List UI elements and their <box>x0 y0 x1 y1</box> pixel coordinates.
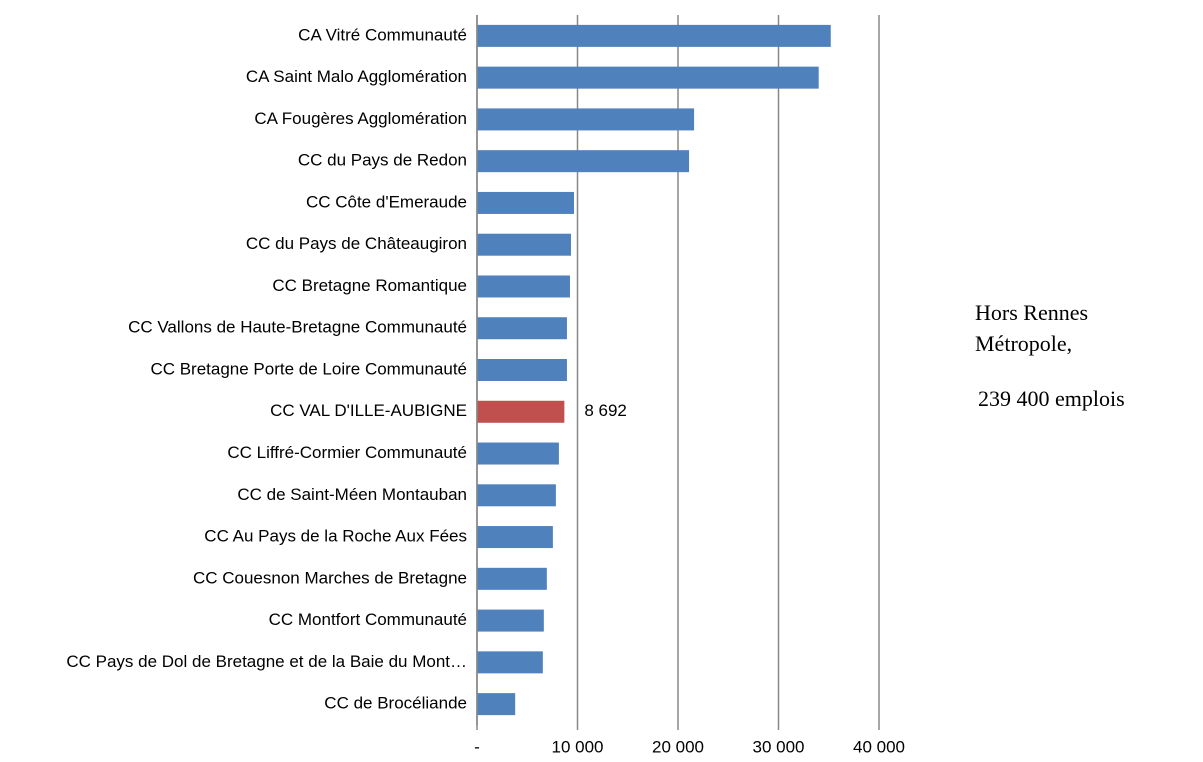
y-tick-label: CC Côte d'Emeraude <box>306 192 467 211</box>
y-tick-label: CC VAL D'ILLE-AUBIGNE <box>270 401 467 420</box>
y-tick-label: CC Pays de Dol de Bretagne et de la Baie… <box>66 652 467 671</box>
bar <box>477 693 516 716</box>
annotation: Hors Rennes <box>975 300 1088 325</box>
y-tick-label: CC Couesnon Marches de Bretagne <box>193 568 467 587</box>
bar <box>477 484 556 507</box>
x-tick-label: 20 000 <box>652 737 704 756</box>
bar <box>477 275 570 298</box>
bar <box>477 359 567 381</box>
x-tick-label: 40 000 <box>853 737 905 756</box>
y-tick-label: CC Au Pays de la Roche Aux Fées <box>204 527 467 546</box>
y-tick-label: CC Vallons de Haute-Bretagne Communauté <box>128 318 467 337</box>
y-tick-label: CA Fougères Agglomération <box>254 109 467 128</box>
bar <box>477 526 553 549</box>
annotation: Métropole, <box>975 331 1072 356</box>
x-tick-label: - <box>474 737 480 756</box>
y-tick-label: CC de Saint-Méen Montauban <box>237 485 467 504</box>
y-tick-label: CC Bretagne Romantique <box>272 276 467 295</box>
y-tick-label: CC Montfort Communauté <box>269 610 467 629</box>
data-label: 8 692 <box>584 401 627 420</box>
bar <box>477 191 574 214</box>
y-tick-label: CC de Brocéliande <box>324 694 467 713</box>
bar <box>477 442 559 465</box>
bar <box>477 609 544 632</box>
annotation: 239 400 emplois <box>978 386 1125 411</box>
bar <box>477 108 695 131</box>
bar <box>477 400 565 423</box>
bar <box>477 651 543 674</box>
bar <box>477 317 567 340</box>
y-tick-label: CA Vitré Communauté <box>298 25 467 44</box>
y-tick-label: CA Saint Malo Agglomération <box>246 67 467 86</box>
bar <box>477 150 690 173</box>
bar <box>477 66 819 89</box>
bar <box>477 233 571 256</box>
y-tick-label: CC du Pays de Châteaugiron <box>246 234 467 253</box>
x-tick-label: 30 000 <box>753 737 805 756</box>
y-tick-label: CC Liffré-Cormier Communauté <box>227 443 467 462</box>
bar <box>477 24 831 47</box>
y-tick-label: CC du Pays de Redon <box>298 151 467 170</box>
x-tick-label: 10 000 <box>552 737 604 756</box>
y-tick-label: CC Bretagne Porte de Loire Communauté <box>150 359 467 378</box>
bar <box>477 567 547 590</box>
